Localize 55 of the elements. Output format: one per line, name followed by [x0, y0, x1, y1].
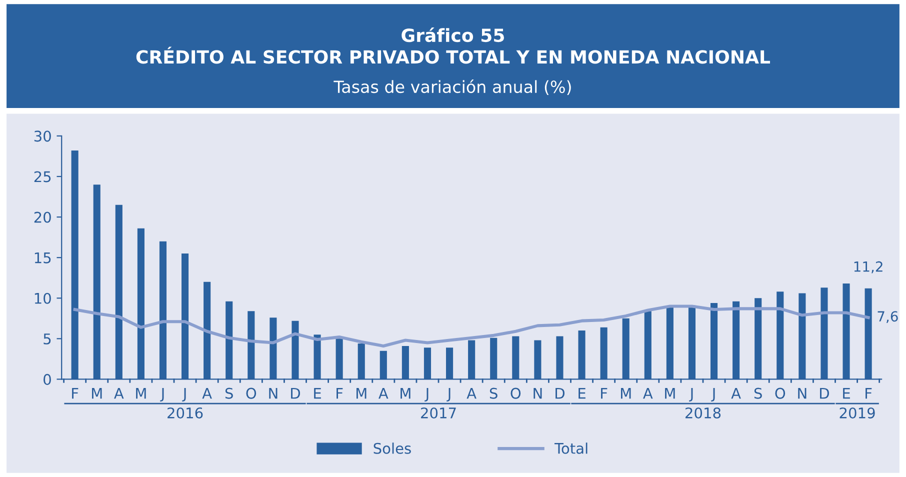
y-tick-label: 25 — [34, 171, 51, 182]
data-label: 11,2 — [854, 261, 882, 274]
x-tick-label: O — [510, 388, 521, 399]
data-label: 7,6 — [878, 311, 898, 324]
x-tick-label: A — [114, 388, 124, 399]
x-tick-label: N — [798, 388, 806, 399]
text: 2016 — [168, 407, 203, 418]
y-tick-label: 0 — [44, 374, 51, 385]
x-tick-label: J — [424, 388, 428, 402]
chart-title: Gráfico 55 CRÉDITO AL SECTOR PRIVADO TOTAL Y EN MONEDA NACIONAL — [136, 27, 770, 64]
x-tick-label: E — [578, 388, 586, 399]
x-tick-label: J — [446, 388, 450, 402]
text: 2017 — [421, 407, 456, 418]
x-tick-label: J — [160, 388, 164, 402]
x-tick-label: M — [621, 388, 631, 399]
x-tick-label: J — [711, 388, 715, 402]
chart-subtitle: Tasas de variación anual (%) — [334, 80, 571, 96]
x-tick-label: N — [534, 388, 542, 399]
y-tick-label: 30 — [34, 130, 51, 142]
y-tick-label: 20 — [34, 212, 51, 223]
x-tick-label: F — [72, 388, 78, 399]
x-tick-label: J — [689, 388, 693, 402]
x-tick-label: D — [291, 388, 300, 399]
line-series — [73, 304, 870, 348]
x-tick-label: A — [202, 388, 212, 399]
x-tick-label: N — [269, 388, 278, 399]
x-tick-label: A — [731, 388, 741, 399]
x-tick-label: M — [92, 388, 102, 399]
y-tick-label: 5 — [44, 334, 51, 344]
x-tick-label: A — [643, 388, 653, 399]
x-tick-label: J — [182, 388, 186, 402]
x-tick-label: S — [754, 388, 762, 399]
legend-label: Total — [554, 442, 588, 454]
x-tick-label: A — [378, 388, 388, 399]
x-tick-label: A — [466, 388, 476, 399]
x-tick-label: M — [136, 388, 146, 399]
x-tick-label: M — [356, 388, 366, 399]
x-tick-label: F — [336, 388, 343, 399]
legend-label: Soles — [374, 442, 411, 454]
y-tick-label: 15 — [34, 252, 51, 264]
y-tick-label: 10 — [34, 292, 51, 304]
x-tick-label: D — [820, 388, 829, 399]
x-tick-label: D — [556, 388, 564, 399]
x-tick-label: S — [490, 388, 498, 399]
x-tick-label: M — [665, 388, 675, 399]
text: 2019 — [840, 407, 875, 418]
x-tick-label: E — [314, 388, 321, 399]
x-tick-label: M — [400, 388, 410, 399]
x-tick-label: S — [225, 388, 233, 399]
text: 2018 — [686, 407, 721, 418]
x-tick-label: F — [601, 388, 608, 399]
x-tick-label: F — [866, 388, 872, 399]
x-tick-label: O — [775, 388, 786, 399]
x-tick-label: O — [246, 388, 256, 399]
x-tick-label: E — [843, 388, 850, 399]
